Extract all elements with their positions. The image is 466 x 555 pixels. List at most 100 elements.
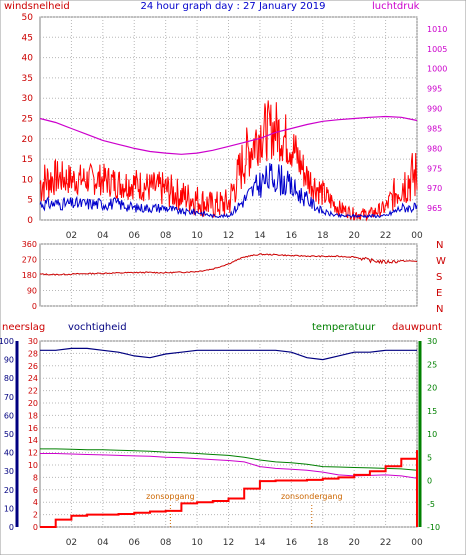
climate-panel-x-tick-label: 14 <box>254 538 266 548</box>
direction-tick-label: 180 <box>22 271 37 280</box>
wind-panel-x-tick-label: 06 <box>129 231 141 241</box>
wind-tick-label: 20 <box>22 135 34 145</box>
wind-panel-x-tick-label: 16 <box>286 231 298 241</box>
wind-panel-x-tick-label: 00 <box>411 231 423 241</box>
direction-tick-label: 90 <box>27 287 37 296</box>
temperature-series <box>40 448 418 471</box>
direction-tick-label: 360 <box>22 240 37 249</box>
temperature-tick-label: 15 <box>427 407 437 416</box>
rain-tick-label: 10 <box>28 461 38 470</box>
temperature-tick-label: -5 <box>427 500 435 509</box>
climate-panel-x-tick-label: 18 <box>317 538 329 548</box>
rain-tick-label: 14 <box>28 436 38 445</box>
temperature-axis-label: temperatuur <box>312 322 376 333</box>
dewpoint-axis-label: dauwpunt <box>392 322 442 333</box>
rain-axis-label: neerslag <box>2 322 45 333</box>
humidity-tick-label: 40 <box>4 449 14 458</box>
wind-tick-label: 0 <box>27 216 33 226</box>
compass-label: N <box>436 304 443 315</box>
wind-tick-label: 40 <box>22 54 34 64</box>
wind-panel-x-tick-label: 20 <box>348 231 360 241</box>
wind-tick-label: 5 <box>27 196 33 206</box>
pressure-tick-label: 980 <box>427 144 442 153</box>
wind-panel-x-tick-label: 04 <box>97 231 109 241</box>
direction-tick-label: 270 <box>22 256 37 265</box>
climate-panel-x-tick-label: 16 <box>286 538 298 548</box>
rain-tick-label: 24 <box>28 374 38 383</box>
wind-tick-label: 15 <box>22 155 33 165</box>
humidity-series <box>40 347 417 361</box>
compass-label: S <box>436 272 442 283</box>
wind-tick-label: 10 <box>22 175 34 185</box>
rain-tick-label: 12 <box>28 449 38 458</box>
humidity-tick-label: 20 <box>4 486 14 495</box>
pressure-tick-label: 975 <box>427 164 442 173</box>
compass-label: W <box>436 256 446 267</box>
pressure-series <box>39 115 418 155</box>
rain-tick-label: 0 <box>33 523 38 532</box>
humidity-tick-label: 80 <box>4 374 14 383</box>
climate-panel-x-tick-label: 22 <box>380 538 391 548</box>
climate-panel-x-tick-label: 10 <box>191 538 203 548</box>
rain-tick-label: 30 <box>28 337 38 346</box>
rain-tick-label: 16 <box>28 424 38 433</box>
climate-panel-x-tick-label: 00 <box>411 538 423 548</box>
rain-tick-label: 26 <box>28 362 38 371</box>
graph-title: 24 hour graph day : 27 January 2019 <box>141 1 326 12</box>
climate-panel-x-tick-label: 12 <box>223 538 234 548</box>
temperature-tick-label: 0 <box>427 477 432 486</box>
pressure-axis-label: luchtdruk <box>372 1 420 12</box>
wind-avg-series <box>39 163 418 219</box>
humidity-tick-label: 100 <box>0 337 14 346</box>
climate-panel-x-tick-label: 08 <box>160 538 172 548</box>
rain-tick-label: 6 <box>33 486 38 495</box>
wind-panel-x-tick-label: 08 <box>160 231 172 241</box>
humidity-axis-label: vochtigheid <box>68 322 127 333</box>
humidity-tick-label: 90 <box>4 356 14 365</box>
humidity-tick-label: 30 <box>4 467 14 476</box>
rain-tick-label: 8 <box>33 473 38 482</box>
temperature-tick-label: 10 <box>427 430 437 439</box>
climate-panel-x-tick-label: 06 <box>129 538 141 548</box>
wind-tick-label: 45 <box>22 33 33 43</box>
wind-axis-label: windsnelheid <box>4 1 70 12</box>
wind-tick-label: 30 <box>22 94 34 104</box>
climate-panel-x-tick-label: 02 <box>66 538 77 548</box>
pressure-tick-label: 1000 <box>427 65 447 74</box>
rain-tick-label: 18 <box>28 411 38 420</box>
rain-tick-label: 4 <box>33 498 38 507</box>
compass-label: E <box>436 288 442 299</box>
humidity-tick-label: 60 <box>4 411 14 420</box>
compass-label: N <box>436 240 443 251</box>
rain-tick-label: 2 <box>33 511 38 520</box>
wind-panel-x-tick-label: 10 <box>191 231 203 241</box>
temperature-tick-label: -10 <box>427 523 440 532</box>
wind-tick-label: 25 <box>22 115 33 125</box>
climate-panel-x-tick-label: 04 <box>97 538 109 548</box>
rain-tick-label: 20 <box>28 399 38 408</box>
wind-panel-x-tick-label: 14 <box>254 231 266 241</box>
pressure-tick-label: 985 <box>427 124 442 133</box>
rain-tick-label: 28 <box>28 349 38 358</box>
rain-series <box>40 450 418 528</box>
pressure-tick-label: 965 <box>427 204 442 213</box>
pressure-tick-label: 970 <box>427 184 442 193</box>
wind-panel-x-tick-label: 18 <box>317 231 329 241</box>
wind-panel-x-tick-label: 22 <box>380 231 391 241</box>
temperature-tick-label: 5 <box>427 453 432 462</box>
pressure-tick-label: 1005 <box>427 45 447 54</box>
climate-panel-x-tick-label: 20 <box>348 538 360 548</box>
humidity-tick-label: 50 <box>4 430 14 439</box>
pressure-tick-label: 1010 <box>427 25 447 34</box>
rain-tick-label: 22 <box>28 387 38 396</box>
wind-panel-x-tick-label: 02 <box>66 231 77 241</box>
humidity-tick-label: 0 <box>9 523 14 532</box>
pressure-tick-label: 995 <box>427 85 442 94</box>
temperature-tick-label: 25 <box>427 360 437 369</box>
temperature-tick-label: 30 <box>427 337 437 346</box>
sun-annotation: zonsopgang <box>146 492 194 501</box>
pressure-tick-label: 990 <box>427 105 442 114</box>
